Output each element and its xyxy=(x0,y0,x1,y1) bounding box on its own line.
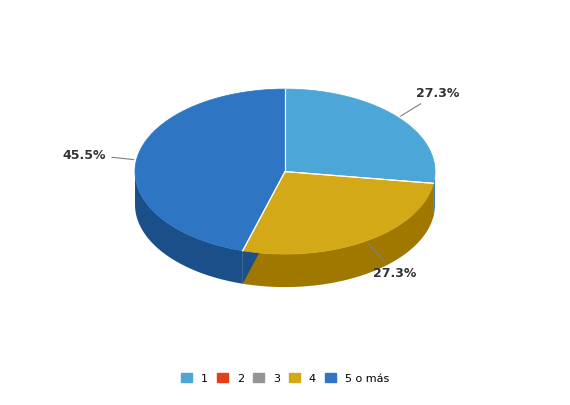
Text: 27.3%: 27.3% xyxy=(368,243,416,279)
Text: 45.5%: 45.5% xyxy=(63,149,134,162)
Polygon shape xyxy=(243,172,433,254)
Polygon shape xyxy=(135,173,243,284)
Polygon shape xyxy=(285,172,433,217)
Polygon shape xyxy=(285,172,433,217)
Polygon shape xyxy=(285,90,435,184)
Text: 27.3%: 27.3% xyxy=(401,87,460,117)
Legend: 1, 2, 3, 4, 5 o más: 1, 2, 3, 4, 5 o más xyxy=(177,368,393,388)
Polygon shape xyxy=(243,172,285,284)
Polygon shape xyxy=(433,173,435,217)
Polygon shape xyxy=(243,184,433,288)
Polygon shape xyxy=(135,90,285,251)
Polygon shape xyxy=(243,172,285,284)
